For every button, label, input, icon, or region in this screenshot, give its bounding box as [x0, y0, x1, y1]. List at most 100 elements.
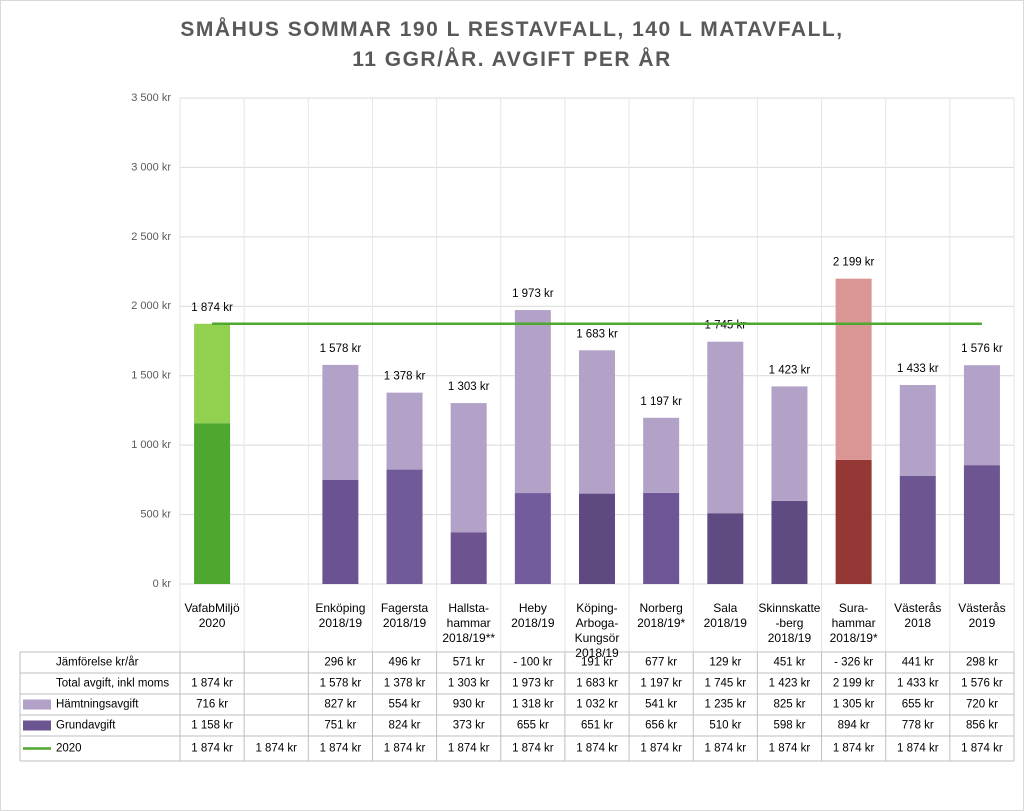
- table-cell: - 100 kr: [513, 657, 552, 669]
- data-label: 1 433 kr: [897, 363, 939, 375]
- legend-swatch: [23, 699, 51, 710]
- table-cell: 1 874 kr: [191, 743, 233, 755]
- legend-swatch: [23, 720, 51, 731]
- table-cell: 1 874 kr: [769, 743, 811, 755]
- table-cell: 1 874 kr: [384, 743, 426, 755]
- y-tick-label: 2 500 kr: [131, 231, 171, 243]
- table-cell: 1 158 kr: [191, 720, 233, 732]
- y-tick-label: 0 kr: [153, 578, 172, 590]
- bar-segment: [771, 386, 808, 501]
- bar-segment: [771, 500, 808, 584]
- x-tick-label: Sura- hammar 2018/19*: [829, 601, 878, 645]
- table-cell: 1 303 kr: [448, 678, 490, 690]
- y-tick-label: 2 000 kr: [131, 300, 171, 312]
- table-cell: 598 kr: [773, 720, 805, 732]
- bar-segment: [450, 532, 487, 584]
- table-cell: 1 874 kr: [448, 743, 490, 755]
- bar-segment: [514, 493, 551, 584]
- bar-segment: [899, 385, 936, 476]
- data-label: 1 423 kr: [769, 364, 811, 376]
- bar-segment: [643, 492, 680, 584]
- table-cell: 191 kr: [581, 657, 613, 669]
- table-cell: 1 973 kr: [512, 678, 554, 690]
- table-cell: 2 199 kr: [833, 678, 875, 690]
- x-tick-label: Köping- Arboga- Kungsör 2018/19: [574, 601, 620, 660]
- chart-title: SMÅHUS SOMMAR 190 L RESTAVFALL, 140 L MA…: [180, 18, 844, 71]
- table-cell: 129 kr: [709, 657, 741, 669]
- table-cell: 510 kr: [709, 720, 741, 732]
- y-tick-label: 3 500 kr: [131, 92, 171, 104]
- data-label: 1 197 kr: [640, 396, 682, 408]
- data-label: 1 576 kr: [961, 343, 1003, 355]
- table-cell: 651 kr: [581, 720, 613, 732]
- x-tick-label: Enköping 2018/19: [315, 601, 366, 630]
- data-label: 1 578 kr: [320, 343, 362, 355]
- table-cell: 373 kr: [453, 720, 485, 732]
- table-cell: 1 197 kr: [640, 678, 682, 690]
- table-cell: 1 874 kr: [705, 743, 747, 755]
- table-cell: 751 kr: [324, 720, 356, 732]
- table-cell: 1 874 kr: [191, 678, 233, 690]
- table-cell: 656 kr: [645, 720, 677, 732]
- table-cell: 1 874 kr: [320, 743, 362, 755]
- bar-segment: [643, 417, 680, 493]
- table-cell: 441 kr: [902, 657, 934, 669]
- data-label: 1 973 kr: [512, 288, 554, 300]
- table-cell: 930 kr: [453, 699, 485, 711]
- data-label: 1 303 kr: [448, 381, 490, 393]
- table-cell: 1 745 kr: [705, 678, 747, 690]
- table-cell: 298 kr: [966, 657, 998, 669]
- data-label: 2 199 kr: [833, 257, 875, 269]
- table-cell: 496 kr: [389, 657, 421, 669]
- data-label: 1 378 kr: [384, 371, 426, 383]
- table-cell: 720 kr: [966, 699, 998, 711]
- table-cell: 1 874 kr: [640, 743, 682, 755]
- bar-segment: [450, 403, 487, 533]
- bar-segment: [899, 475, 936, 584]
- bar-segment: [386, 469, 423, 584]
- x-tick-label: VafabMiljö 2020: [184, 601, 240, 630]
- table-cell: 1 318 kr: [512, 699, 554, 711]
- table-cell: 1 378 kr: [384, 678, 426, 690]
- data-label: 1 683 kr: [576, 328, 618, 340]
- table-cell: 655 kr: [902, 699, 934, 711]
- table-cell: 824 kr: [389, 720, 421, 732]
- bar-segment: [322, 364, 359, 480]
- table-row-label: Grundavgift: [56, 720, 116, 732]
- bar-segment: [386, 392, 423, 470]
- x-tick-label: Hallsta- hammar 2018/19**: [442, 601, 496, 645]
- table-cell: 1 576 kr: [961, 678, 1003, 690]
- data-label: 1 745 kr: [705, 320, 747, 332]
- table-row-label: Total avgift, inkl moms: [56, 678, 169, 690]
- y-tick-label: 1 500 kr: [131, 370, 171, 382]
- table-cell: 554 kr: [389, 699, 421, 711]
- x-tick-label: Västerås 2018: [894, 601, 942, 630]
- table-cell: 1 423 kr: [769, 678, 811, 690]
- bar-segment: [579, 350, 615, 494]
- bar-segment: [963, 365, 1000, 466]
- table-row-label: Hämtningsavgift: [56, 699, 139, 711]
- y-tick-label: 1 000 kr: [131, 439, 171, 451]
- y-tick-label: 500 kr: [140, 508, 171, 520]
- table-cell: 296 kr: [324, 657, 356, 669]
- bar-segment: [194, 323, 231, 424]
- table-cell: 1 433 kr: [897, 678, 939, 690]
- table-cell: 1 874 kr: [961, 743, 1003, 755]
- table-cell: 1 235 kr: [705, 699, 747, 711]
- table-cell: 1 578 kr: [320, 678, 362, 690]
- bar-segment: [579, 493, 615, 584]
- table-cell: 716 kr: [196, 699, 228, 711]
- table-cell: 827 kr: [324, 699, 356, 711]
- table-row-label: 2020: [56, 743, 82, 755]
- bar-segment: [835, 278, 872, 460]
- y-tick-label: 3 000 kr: [131, 161, 171, 173]
- bar-segment: [707, 513, 744, 584]
- table-cell: 1 874 kr: [512, 743, 554, 755]
- table-cell: 856 kr: [966, 720, 998, 732]
- table-cell: 1 683 kr: [576, 678, 618, 690]
- x-tick-label: Heby 2018/19: [511, 601, 555, 630]
- table-cell: 1 874 kr: [255, 743, 297, 755]
- table-cell: 677 kr: [645, 657, 677, 669]
